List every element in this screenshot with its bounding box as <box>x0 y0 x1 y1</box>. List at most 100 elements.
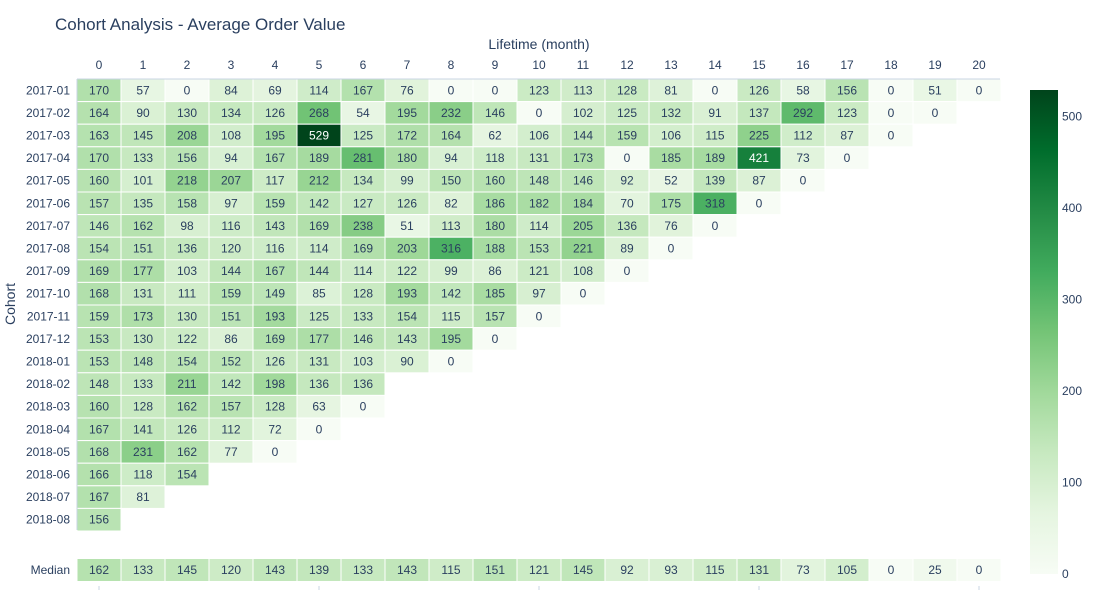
heatmap-cell <box>252 440 298 464</box>
heatmap-cell-label: 221 <box>573 242 593 256</box>
heatmap-cell-label: 114 <box>309 242 328 256</box>
heatmap-cell-label: 73 <box>796 151 810 165</box>
heatmap-cell-label: 0 <box>184 83 191 97</box>
cohort-tick-label: 2018-08 <box>26 513 70 527</box>
heatmap-cell-label: 149 <box>265 287 285 301</box>
heatmap-cell-label: 156 <box>89 513 109 527</box>
heatmap-cell-label: 145 <box>133 129 153 143</box>
heatmap-grid: 2017-01 170 57 0 84 69 114 167 76 0 0 123 113 128 81 0 1… <box>26 78 1002 532</box>
heatmap-cell-label: 150 <box>441 174 461 188</box>
median-cell-label: 133 <box>133 563 153 577</box>
median-cell-label: 143 <box>397 563 417 577</box>
heatmap-cell-label: 185 <box>485 287 505 301</box>
heatmap-cell-label: 86 <box>224 332 238 346</box>
heatmap-cell-label: 143 <box>265 219 285 233</box>
cohort-tick-label: 2018-02 <box>26 377 70 391</box>
heatmap-cell-label: 167 <box>353 83 373 97</box>
heatmap-cell-label: 185 <box>661 151 681 165</box>
heatmap-cell-label: 103 <box>177 264 197 278</box>
heatmap-cell <box>868 123 914 148</box>
heatmap-cell-label: 159 <box>89 309 109 323</box>
heatmap-cell-label: 177 <box>133 264 153 278</box>
heatmap-cell-label: 168 <box>89 445 109 459</box>
x-tick-label: 11 <box>577 58 590 72</box>
heatmap-cell-label: 146 <box>89 219 109 233</box>
median-cell-label: 0 <box>976 563 983 577</box>
heatmap-cell <box>296 417 342 442</box>
heatmap-cell <box>648 236 694 261</box>
heatmap-cell-label: 268 <box>309 106 329 120</box>
cohort-tick-label: 2018-05 <box>26 445 70 459</box>
heatmap-cell-label: 0 <box>536 106 543 120</box>
x-tick-label: 13 <box>664 58 678 72</box>
heatmap-cell-label: 92 <box>620 174 634 188</box>
heatmap-cell-label: 203 <box>397 242 417 256</box>
colorbar-tick-label: 300 <box>1062 293 1082 307</box>
heatmap-cell-label: 529 <box>309 129 329 143</box>
cohort-tick-label: 2018-01 <box>26 355 70 369</box>
median-cell-label: 133 <box>353 563 373 577</box>
x-tick-label: 10 <box>532 58 546 72</box>
heatmap-cell-label: 142 <box>309 196 329 210</box>
median-cell-label: 115 <box>705 563 724 577</box>
median-cell-label: 115 <box>441 563 460 577</box>
heatmap-cell-label: 113 <box>573 83 592 97</box>
heatmap-cell-label: 195 <box>265 129 285 143</box>
heatmap-cell-label: 175 <box>661 196 681 210</box>
heatmap-cell-label: 0 <box>492 83 499 97</box>
heatmap-cell-label: 77 <box>224 445 238 459</box>
heatmap-cell-label: 173 <box>573 151 593 165</box>
colorbar <box>1030 90 1058 574</box>
heatmap-cell-label: 0 <box>316 422 323 436</box>
cohort-tick-label: 2017-02 <box>26 106 70 120</box>
cohort-tick-label: 2017-03 <box>26 129 70 143</box>
x-tick-label: 15 <box>752 58 766 72</box>
heatmap-cell-label: 153 <box>89 332 109 346</box>
heatmap-cell-label: 94 <box>224 151 238 165</box>
heatmap-cell <box>560 281 606 306</box>
x-tick-label: 7 <box>404 58 411 72</box>
heatmap-cell-label: 81 <box>136 490 150 504</box>
heatmap-cell-label: 164 <box>441 129 461 143</box>
x-tick-label: 14 <box>708 58 722 72</box>
heatmap-cell-label: 98 <box>180 219 194 233</box>
heatmap-cell-label: 76 <box>400 83 414 97</box>
heatmap-cell-label: 136 <box>309 377 329 391</box>
heatmap-cell-label: 51 <box>400 219 414 233</box>
heatmap-cell <box>472 327 518 351</box>
heatmap-cell-label: 125 <box>309 309 329 323</box>
heatmap-cell-label: 133 <box>353 309 373 323</box>
heatmap-cell-label: 115 <box>705 129 724 143</box>
heatmap-cell-label: 0 <box>932 106 939 120</box>
heatmap-cell-label: 128 <box>353 287 373 301</box>
heatmap-cell-label: 180 <box>397 151 417 165</box>
heatmap-cell-label: 168 <box>89 287 109 301</box>
x-tick-label: 0 <box>96 58 103 72</box>
y-axis-title: Cohort <box>2 283 18 325</box>
heatmap-cell-label: 0 <box>888 83 895 97</box>
heatmap-cell-label: 164 <box>89 106 109 120</box>
median-cell-label: 143 <box>265 563 285 577</box>
heatmap-cell-label: 159 <box>221 287 241 301</box>
median-tick-label: Median <box>31 563 70 577</box>
x-tick-label: 3 <box>228 58 235 72</box>
median-cell-label: 145 <box>177 563 197 577</box>
heatmap-cell-label: 186 <box>485 196 505 210</box>
heatmap-cell-label: 142 <box>221 377 241 391</box>
colorbar-tick-label: 100 <box>1062 476 1082 490</box>
heatmap-cell-label: 0 <box>492 332 499 346</box>
heatmap-cell-label: 151 <box>221 309 241 323</box>
heatmap-cell <box>340 394 386 419</box>
x-tick-label: 12 <box>620 58 634 72</box>
heatmap-cell-label: 133 <box>133 151 153 165</box>
colorbar-tick-label: 200 <box>1062 384 1082 398</box>
heatmap-cell-label: 232 <box>441 106 461 120</box>
heatmap-cell-label: 102 <box>573 106 593 120</box>
median-cell-label: 121 <box>529 563 549 577</box>
heatmap-cell-label: 126 <box>265 355 285 369</box>
heatmap-cell-label: 131 <box>309 355 329 369</box>
x-tick-label: 5 <box>316 58 323 72</box>
heatmap-cell-label: 211 <box>177 377 196 391</box>
heatmap-cell-label: 108 <box>573 264 593 278</box>
